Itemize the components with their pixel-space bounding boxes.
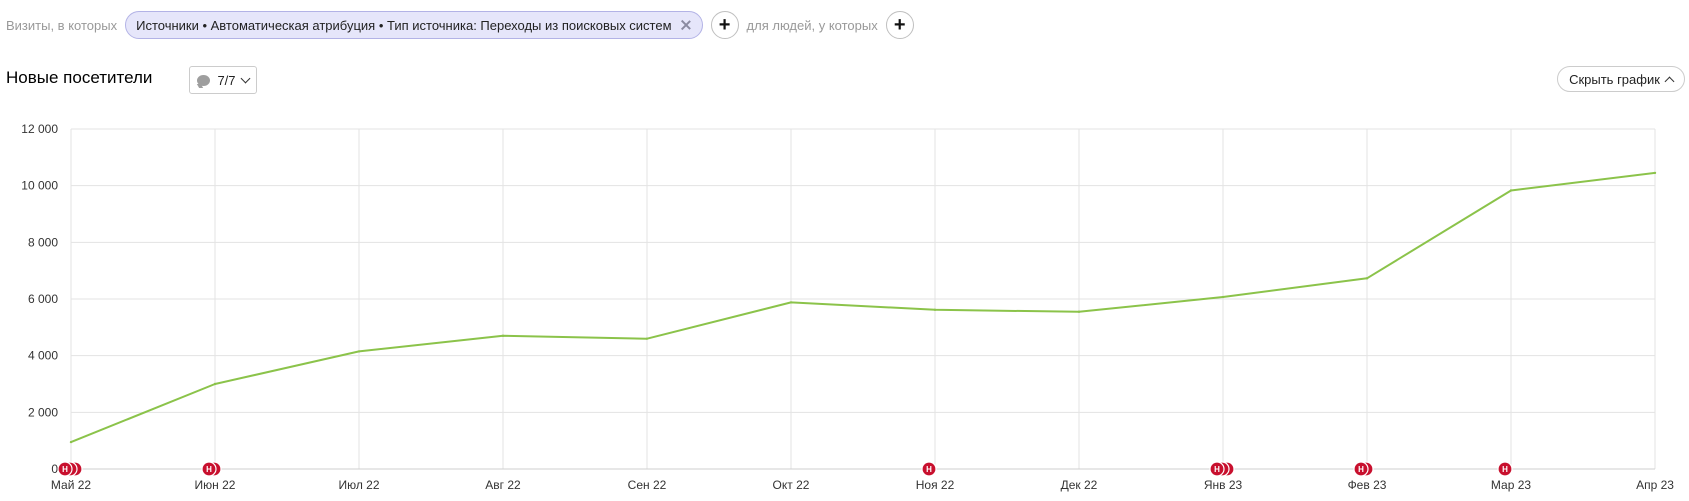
x-tick-label: Ноя 22 xyxy=(916,478,955,492)
x-tick-label: Окт 22 xyxy=(773,478,810,492)
annotation-marker[interactable] xyxy=(921,461,937,477)
comments-toggle-button[interactable]: 7/7 xyxy=(189,66,257,94)
hide-chart-label: Скрыть график xyxy=(1569,71,1660,87)
data-point xyxy=(1365,277,1369,280)
y-tick-label: 0 xyxy=(51,462,58,476)
annotation-marker-label: Н xyxy=(1358,465,1364,474)
comments-count: 7/7 xyxy=(217,72,236,88)
data-point xyxy=(357,350,361,353)
y-tick-label: 8 000 xyxy=(28,235,58,249)
x-tick-label: Апр 23 xyxy=(1636,478,1674,492)
data-point xyxy=(1221,295,1225,299)
annotation-marker-label: Н xyxy=(206,465,212,474)
data-point xyxy=(1077,310,1081,313)
annotation-marker[interactable] xyxy=(57,461,73,477)
y-tick-label: 10 000 xyxy=(21,179,58,193)
add-people-condition-button[interactable]: + xyxy=(885,11,914,39)
y-tick-label: 12 000 xyxy=(21,122,58,136)
visits-prefix-label: Визиты, в которых xyxy=(6,17,118,33)
series-line xyxy=(70,171,1656,444)
annotation-marker[interactable] xyxy=(1209,461,1225,477)
y-tick-label: 4 000 xyxy=(28,349,58,363)
x-tick-label: Сен 22 xyxy=(628,478,667,492)
annotation-marker-label: Н xyxy=(926,465,932,474)
x-tick-label: Июл 22 xyxy=(338,478,379,492)
annotation-marker[interactable] xyxy=(1353,461,1369,477)
data-point xyxy=(1653,171,1657,175)
data-point xyxy=(1509,189,1513,192)
segment-filter-row: Визиты, в которых Источники • Автоматиче… xyxy=(6,10,914,40)
x-tick-label: Дек 22 xyxy=(1061,478,1098,492)
hide-chart-button[interactable]: Скрыть график xyxy=(1557,66,1685,92)
x-tick-label: Июн 22 xyxy=(195,478,236,492)
data-point xyxy=(789,301,793,304)
data-point xyxy=(213,382,217,386)
annotation-marker[interactable] xyxy=(201,461,217,477)
source-filter-chip[interactable]: Источники • Автоматическая атрибуция • Т… xyxy=(125,11,703,39)
chart-title: Новые посетители xyxy=(6,68,153,87)
y-tick-label: 6 000 xyxy=(28,292,58,306)
x-tick-label: Мар 23 xyxy=(1491,478,1531,492)
annotation-marker[interactable] xyxy=(1497,461,1513,477)
data-point xyxy=(69,440,73,444)
people-condition-label: для людей, у которых xyxy=(746,17,878,33)
annotation-marker-label: Н xyxy=(1502,465,1508,474)
x-tick-label: Авг 22 xyxy=(485,478,521,492)
source-filter-text: Источники • Автоматическая атрибуция • Т… xyxy=(136,17,672,33)
x-tick-label: Янв 23 xyxy=(1204,478,1243,492)
comment-bubble-icon xyxy=(197,74,211,86)
annotation-marker-label: Н xyxy=(62,465,68,474)
x-tick-label: Май 22 xyxy=(51,478,92,492)
data-point xyxy=(501,334,505,338)
add-visit-condition-button[interactable]: + xyxy=(710,11,739,39)
annotation-marker-label: Н xyxy=(1214,465,1220,474)
y-tick-label: 2 000 xyxy=(28,405,58,419)
x-tick-label: Фев 23 xyxy=(1348,478,1387,492)
data-point xyxy=(933,308,937,311)
data-point xyxy=(645,337,649,340)
